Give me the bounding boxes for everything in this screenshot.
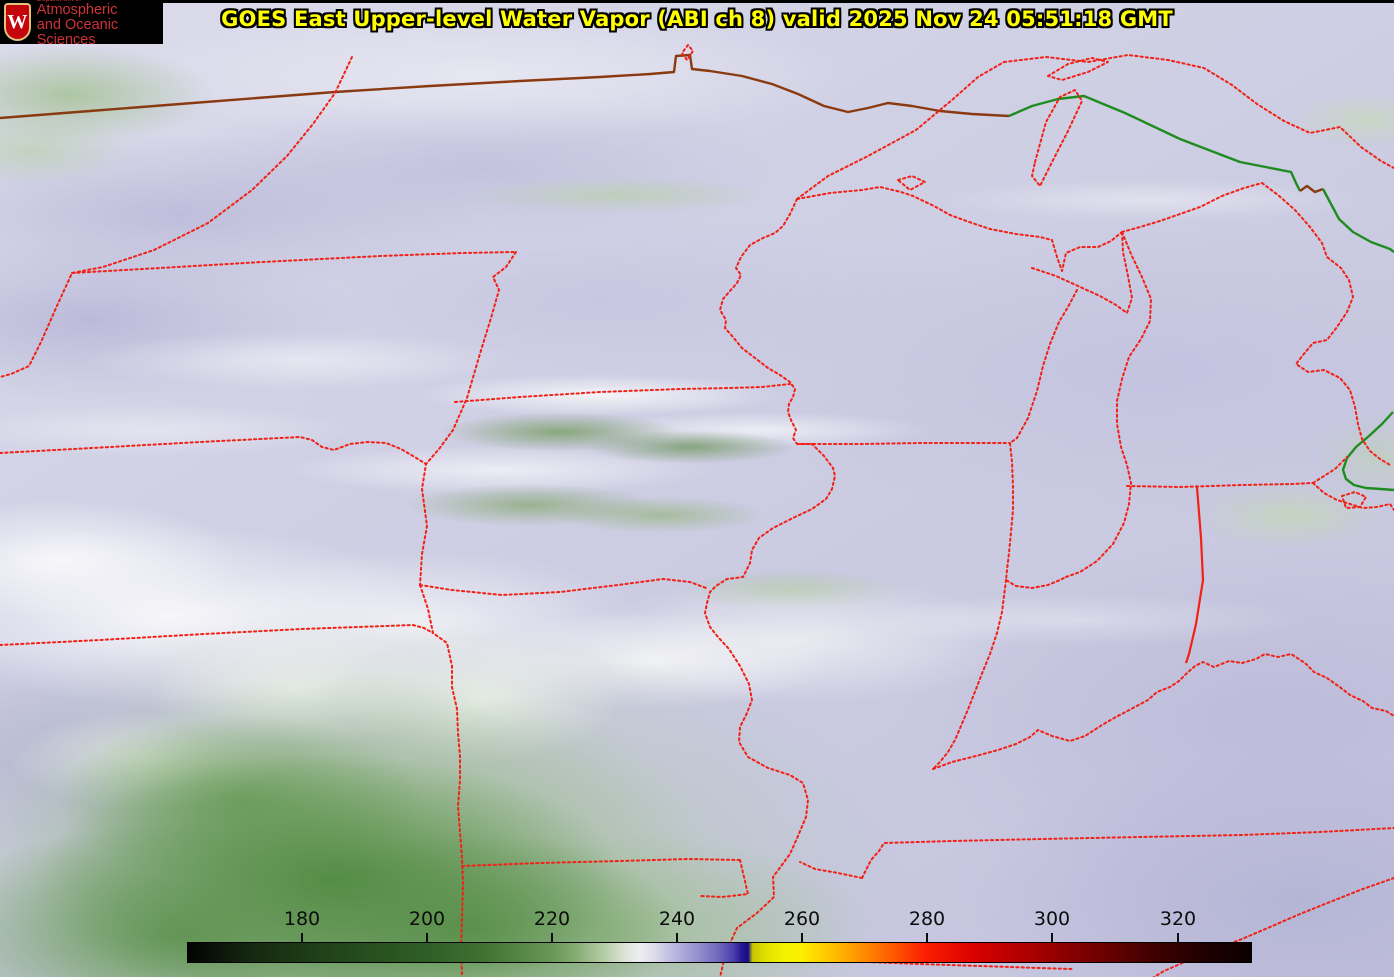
colorbar-tick <box>1051 933 1053 942</box>
colorbar-tick <box>676 933 678 942</box>
boundary-sault-brown <box>1299 184 1324 194</box>
temperature-colorbar <box>187 942 1252 963</box>
colorbar-tick <box>1177 933 1179 942</box>
boundary-wi-il <box>796 442 1011 445</box>
image-title: GOES East Upper-level Water Vapor (ABI c… <box>221 7 1173 31</box>
colorbar-tick-label: 280 <box>908 908 946 930</box>
boundary-border-lakes-green-2 <box>1321 188 1394 253</box>
boundary-mississippi-river <box>704 198 836 977</box>
boundary-apostle-islands <box>897 175 926 191</box>
boundary-il-in <box>932 579 1007 770</box>
colorbar-tick <box>551 933 553 942</box>
aos-logo: W Department of Atmospheric and Oceanic … <box>0 0 163 48</box>
boundary-border-lakes-green-1 <box>1008 94 1302 192</box>
boundary-ia-mo <box>454 383 791 403</box>
boundary-lake-michigan-east <box>1065 231 1152 578</box>
boundary-ia-west <box>419 251 517 586</box>
boundary-tn-west <box>799 861 863 879</box>
boundary-mo-ar <box>461 858 741 867</box>
colorbar-tick-label: 220 <box>533 908 571 930</box>
boundary-superior-south-shore <box>796 186 1123 272</box>
boundary-superior-north-shore <box>1003 54 1394 169</box>
boundary-mo-river-east <box>419 578 707 596</box>
logo-line-department: Department of <box>37 0 163 3</box>
boundary-lake-of-the-woods <box>681 44 694 61</box>
colorbar-tick <box>301 933 303 942</box>
boundary-ks-ok <box>0 624 434 646</box>
boundary-lake-st-clair <box>1341 491 1367 509</box>
boundary-se-river <box>1153 877 1394 977</box>
colorbar-tick-label: 200 <box>408 908 446 930</box>
boundary-in-oh <box>1184 486 1205 664</box>
colorbar-tick-label: 320 <box>1159 908 1197 930</box>
boundary-ohio-river <box>932 653 1394 770</box>
logo-line-atmospheric: Atmospheric <box>36 1 118 18</box>
uw-crest-icon: W <box>4 3 31 41</box>
boundary-mn-west <box>0 56 353 378</box>
boundary-isle-royale <box>1047 57 1109 81</box>
colorbar-tick-label: 180 <box>283 908 321 930</box>
colorbar-tick <box>801 933 803 942</box>
colorbar-tick-label: 240 <box>658 908 696 930</box>
boundary-canada-border <box>0 53 1010 120</box>
boundary-mo-west <box>419 584 464 977</box>
colorbar-tick-label: 300 <box>1033 908 1071 930</box>
colorbar-tick <box>926 933 928 942</box>
boundary-huron-west <box>1261 182 1391 466</box>
boundary-keweenaw <box>1031 89 1083 187</box>
boundary-superior-nw-shore <box>796 61 1005 200</box>
boundary-ky-tn <box>861 827 1394 879</box>
top-border-strip <box>0 0 1394 3</box>
boundary-bottom-line <box>867 961 1073 970</box>
boundary-mi-in-oh <box>1126 482 1314 488</box>
colorbar-tick-label: 260 <box>783 908 821 930</box>
aos-logo-text: Department of Atmospheric and Oceanic Sc… <box>37 0 163 49</box>
boundary-mn-ia <box>71 251 517 274</box>
logo-line-oceanic: and Oceanic Sciences <box>36 17 119 49</box>
boundary-detroit-green <box>1341 411 1394 492</box>
boundary-boot-heel <box>700 859 749 898</box>
boundary-huron-north <box>1121 182 1263 233</box>
boundary-up-south-shore <box>1031 231 1133 314</box>
colorbar-tick <box>426 933 428 942</box>
boundary-lake-michigan-west <box>1005 289 1078 589</box>
boundary-ne-ks <box>0 436 427 465</box>
boundary-erie-fork-down <box>1312 482 1394 511</box>
boundary-erie-fork-up <box>1312 456 1348 484</box>
